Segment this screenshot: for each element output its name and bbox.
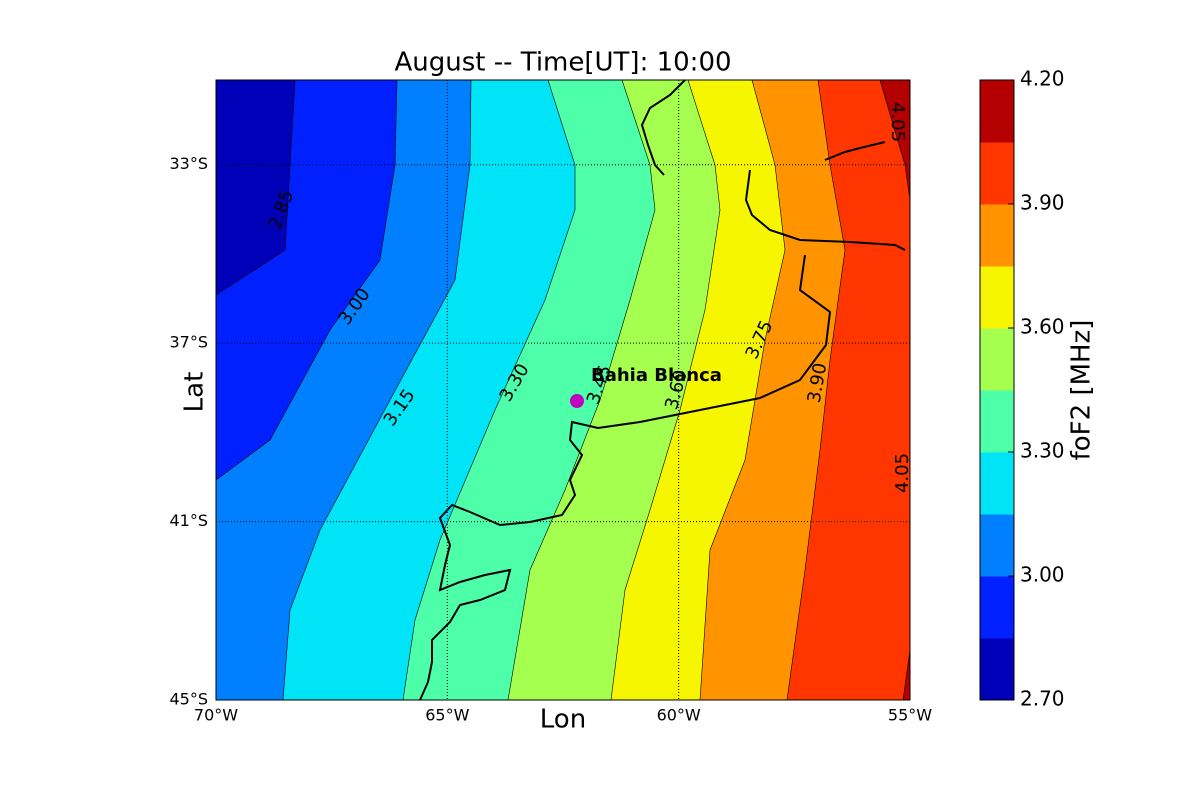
band bbox=[787, 80, 910, 700]
contour-line bbox=[215, 79, 296, 296]
contour-label: 4.05 bbox=[892, 453, 913, 493]
place-marker bbox=[570, 394, 584, 408]
place-label: Bahia Blanca bbox=[591, 365, 722, 386]
colorbar-band bbox=[980, 390, 1014, 453]
colorbar-frame bbox=[979, 79, 1015, 701]
contour-line bbox=[402, 79, 576, 701]
y-tick-label: 41°S bbox=[169, 511, 208, 530]
contour-fill bbox=[216, 80, 910, 700]
colorbar-tick-label: 3.00 bbox=[1020, 563, 1065, 587]
colorbar-tick-label: 3.60 bbox=[1020, 315, 1065, 339]
coastline bbox=[419, 254, 832, 701]
colorbar-band bbox=[980, 328, 1014, 391]
colorbar-label: foF2 [MHz] bbox=[1067, 320, 1097, 461]
map-title: August -- Time[UT]: 10:00 bbox=[394, 48, 731, 78]
contour-line bbox=[879, 79, 911, 201]
band bbox=[880, 80, 910, 200]
y-axis-label: Lat bbox=[180, 372, 210, 413]
y-tick-label: 33°S bbox=[169, 154, 208, 173]
colorbar-tick-label: 3.90 bbox=[1020, 191, 1065, 215]
contour-line bbox=[902, 649, 911, 701]
colorbar-band bbox=[980, 266, 1014, 329]
contour-line bbox=[786, 79, 846, 701]
colorbar-band bbox=[980, 576, 1014, 639]
contour-label: 4.05 bbox=[887, 102, 908, 142]
colorbar-band bbox=[980, 452, 1014, 515]
colorbar-band bbox=[980, 514, 1014, 577]
colorbar-band bbox=[980, 204, 1014, 267]
x-tick-label: 65°W bbox=[425, 706, 469, 725]
coastline bbox=[744, 169, 906, 251]
colorbar-tick-label: 2.70 bbox=[1020, 687, 1065, 711]
contour-line bbox=[610, 79, 721, 701]
colorbar-band bbox=[980, 638, 1014, 701]
colorbar-band bbox=[980, 80, 1014, 143]
contour-line bbox=[215, 79, 398, 481]
y-tick-label: 45°S bbox=[169, 690, 208, 709]
colorbar-band bbox=[980, 142, 1014, 205]
x-axis-label: Lon bbox=[540, 705, 586, 735]
x-tick-label: 70°W bbox=[194, 706, 238, 725]
contour-line bbox=[507, 79, 656, 701]
x-tick-label: 55°W bbox=[888, 706, 932, 725]
x-tick-label: 60°W bbox=[657, 706, 701, 725]
contour-line bbox=[282, 79, 472, 701]
colorbar-tick-label: 4.20 bbox=[1020, 67, 1065, 91]
y-tick-label: 37°S bbox=[169, 333, 208, 352]
colorbar-tick-label: 3.30 bbox=[1020, 439, 1065, 463]
map-frame bbox=[215, 79, 911, 701]
coastline bbox=[824, 141, 886, 161]
